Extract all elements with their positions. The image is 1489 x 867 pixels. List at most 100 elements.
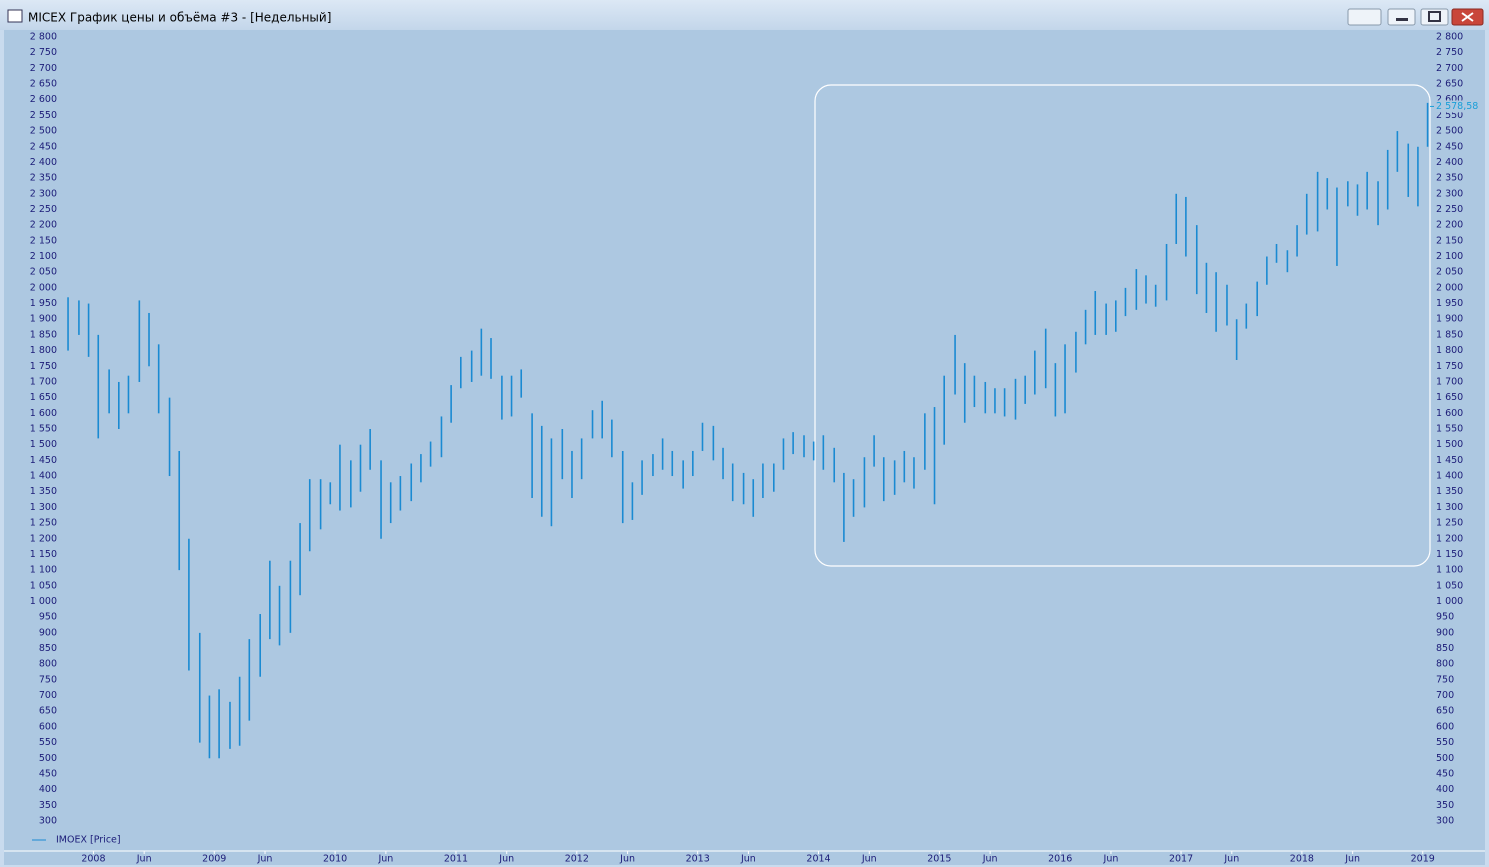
y2-tick-label: 950	[1436, 612, 1454, 623]
y-tick-label: 2 200	[30, 220, 57, 231]
y2-tick-label: 2 200	[1436, 220, 1463, 231]
y-tick-label: 1 450	[30, 455, 57, 466]
y2-tick-label: 1 750	[1436, 361, 1463, 372]
y-tick-label: 2 500	[30, 126, 57, 137]
y-tick-label: 2 600	[30, 94, 57, 105]
x-tick-label: 2018	[1290, 854, 1314, 865]
y2-tick-label: 2 400	[1436, 157, 1463, 168]
y-tick-label: 2 750	[30, 47, 57, 58]
y2-tick-label: 1 800	[1436, 345, 1463, 356]
y2-tick-label: 2 650	[1436, 79, 1463, 90]
y2-tick-label: 400	[1436, 784, 1454, 795]
y-tick-label: 750	[39, 674, 57, 685]
x-tick-label: 2012	[565, 854, 589, 865]
y2-tick-label: 300	[1436, 816, 1454, 827]
x-tick-label: Jun	[740, 854, 756, 865]
y-tick-label: 1 900	[30, 314, 57, 325]
maximize-button[interactable]	[1420, 8, 1449, 26]
y2-tick-label: 2 050	[1436, 267, 1463, 278]
y2-tick-label: 1 250	[1436, 518, 1463, 529]
y2-tick-label: 1 000	[1436, 596, 1463, 607]
y-tick-label: 500	[39, 753, 57, 764]
x-tick-label: Jun	[377, 854, 393, 865]
maximize-icon	[1428, 11, 1441, 22]
x-tick-label: 2013	[686, 854, 710, 865]
y2-tick-label: 1 700	[1436, 376, 1463, 387]
y-tick-label: 1 850	[30, 329, 57, 340]
unlink-button[interactable]	[1347, 8, 1382, 26]
y2-tick-label: 2 800	[1436, 32, 1463, 43]
y2-tick-label: 550	[1436, 737, 1454, 748]
y2-tick-label: 2 350	[1436, 173, 1463, 184]
close-icon	[1461, 12, 1474, 22]
x-axis-strip	[4, 851, 1485, 865]
x-tick-label: 2008	[81, 854, 105, 865]
y-tick-label: 800	[39, 659, 57, 670]
y-tick-label: 700	[39, 690, 57, 701]
y2-tick-label: 1 950	[1436, 298, 1463, 309]
y-tick-label: 1 100	[30, 565, 57, 576]
y2-tick-label: 2 500	[1436, 126, 1463, 137]
window-icon	[7, 9, 23, 23]
y2-tick-label: 850	[1436, 643, 1454, 654]
y2-tick-label: 900	[1436, 627, 1454, 638]
y-tick-label: 2 250	[30, 204, 57, 215]
y-tick-label: 1 700	[30, 376, 57, 387]
y-tick-label: 450	[39, 768, 57, 779]
y-tick-label: 1 200	[30, 533, 57, 544]
y2-tick-label: 350	[1436, 800, 1454, 811]
window-title: MICEX График цены и объёма #3 - [Недельн…	[28, 11, 331, 25]
y2-tick-label: 450	[1436, 768, 1454, 779]
y-tick-label: 2 300	[30, 188, 57, 199]
y2-tick-label: 2 600	[1436, 94, 1463, 105]
x-tick-label: Jun	[1223, 854, 1239, 865]
y-tick-label: 400	[39, 784, 57, 795]
x-tick-label: 2016	[1048, 854, 1072, 865]
y-tick-label: 1 600	[30, 408, 57, 419]
x-tick-label: 2010	[323, 854, 347, 865]
x-tick-label: 2017	[1169, 854, 1193, 865]
y-tick-label: 2 000	[30, 282, 57, 293]
y-tick-label: 1 300	[30, 502, 57, 513]
y2-tick-label: 1 200	[1436, 533, 1463, 544]
y-tick-label: 850	[39, 643, 57, 654]
y-tick-label: 1 150	[30, 549, 57, 560]
y-tick-label: 1 250	[30, 518, 57, 529]
minimize-button[interactable]	[1387, 8, 1416, 26]
y2-tick-label: 1 350	[1436, 486, 1463, 497]
x-tick-label: 2009	[202, 854, 226, 865]
last-value-bg	[1434, 100, 1484, 113]
y-tick-label: 2 550	[30, 110, 57, 121]
y2-tick-label: 1 450	[1436, 455, 1463, 466]
y2-tick-label: 600	[1436, 721, 1454, 732]
x-tick-label: 2019	[1411, 854, 1435, 865]
y-tick-label: 1 550	[30, 424, 57, 435]
y-tick-label: 2 400	[30, 157, 57, 168]
y-tick-label: 2 800	[30, 32, 57, 43]
y-tick-label: 2 350	[30, 173, 57, 184]
y-tick-label: 1 750	[30, 361, 57, 372]
plot-area	[4, 30, 1485, 851]
y-tick-label: 1 000	[30, 596, 57, 607]
y2-tick-label: 750	[1436, 674, 1454, 685]
y2-tick-label: 1 550	[1436, 424, 1463, 435]
y2-tick-label: 1 850	[1436, 329, 1463, 340]
y2-tick-label: 1 300	[1436, 502, 1463, 513]
y2-tick-label: 1 150	[1436, 549, 1463, 560]
y-tick-label: 1 350	[30, 486, 57, 497]
y-tick-label: 900	[39, 627, 57, 638]
x-tick-label: Jun	[1103, 854, 1119, 865]
y2-tick-label: 1 900	[1436, 314, 1463, 325]
y2-tick-label: 2 450	[1436, 141, 1463, 152]
y-tick-label: 2 450	[30, 141, 57, 152]
y-tick-label: 1 500	[30, 439, 57, 450]
y2-tick-label: 500	[1436, 753, 1454, 764]
y-tick-label: 2 050	[30, 267, 57, 278]
y2-tick-label: 1 650	[1436, 392, 1463, 403]
y-tick-label: 2 100	[30, 251, 57, 262]
y-tick-label: 1 050	[30, 580, 57, 591]
y2-tick-label: 1 050	[1436, 580, 1463, 591]
title-bar	[0, 0, 1489, 30]
y-tick-label: 2 700	[30, 63, 57, 74]
